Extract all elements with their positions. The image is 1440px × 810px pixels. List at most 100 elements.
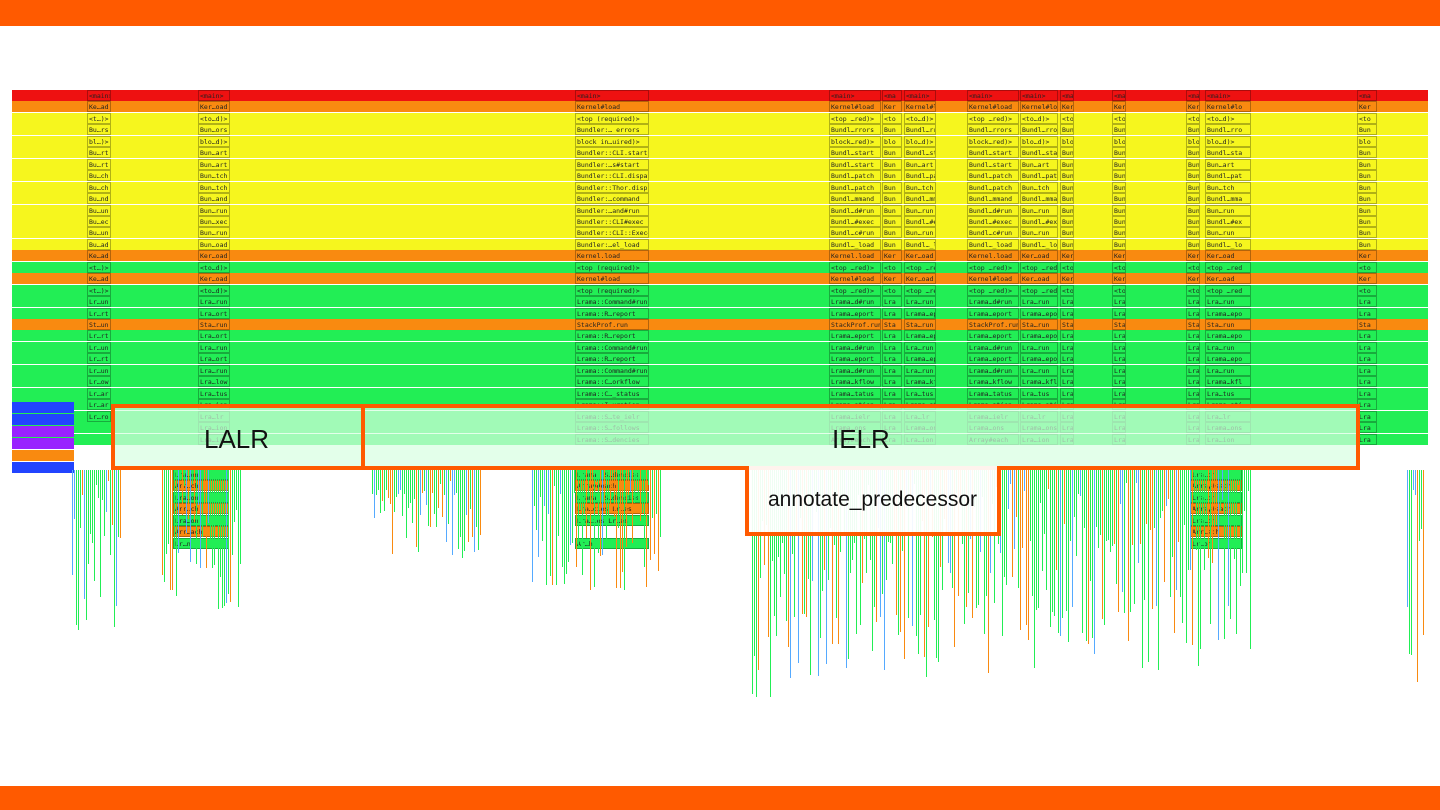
flame-frame: Ker: [1357, 101, 1377, 112]
flame-frame: Bun: [882, 193, 902, 204]
flame-frame: Bu…ec: [87, 216, 111, 227]
flame-frame: Bun: [1112, 205, 1126, 216]
flame-frame: Bun: [1186, 147, 1200, 158]
flame-frame: <to…d)>: [1205, 113, 1251, 124]
flame-frame: <to…d)>: [904, 113, 936, 124]
flame-frame: Bun…tch: [198, 182, 230, 193]
flame-frame: Bun: [1060, 124, 1074, 135]
flame-frame: Ker: [1112, 250, 1126, 261]
flame-frame: Bun…run: [1020, 227, 1058, 238]
flame-frame: Bundler::CLI.dispatch: [575, 170, 649, 181]
flame-frame: Bun: [882, 159, 902, 170]
flame-frame: Bun: [1357, 193, 1377, 204]
flame-frame-strip: [1425, 239, 1428, 250]
flame-frame: Bundl…patch: [967, 170, 1019, 181]
flame-frame: Bun…art: [1020, 159, 1058, 170]
flame-frame: Bundl…#exec: [967, 216, 1019, 227]
flame-frame: Bundl…_load: [967, 239, 1019, 250]
flame-frame: Ker: [1357, 250, 1377, 261]
flame-frame: Bun…run: [904, 227, 936, 238]
flame-frame: Bundl…rro: [1020, 124, 1058, 135]
flame-frame-strip: [1426, 216, 1428, 227]
flame-frame: Bun: [1060, 182, 1074, 193]
flame-frame: Bu…nd: [87, 193, 111, 204]
flame-frame: Ker: [1060, 101, 1074, 112]
flame-frame: Bundler:…and#run: [575, 205, 649, 216]
flame-frame: Bun…ors: [198, 124, 230, 135]
flame-frame: Bun…art: [198, 147, 230, 158]
flame-frame: Bun: [1357, 239, 1377, 250]
flame-frame-strip: [1424, 101, 1428, 112]
flame-frame: Bundl…mmand: [829, 193, 881, 204]
flame-frame: Bu…ch: [87, 170, 111, 181]
flame-frame: Bun…tch: [904, 182, 936, 193]
flame-frame: Ker: [1186, 101, 1200, 112]
flame-frame: Bundler:… errors: [575, 124, 649, 135]
flame-frame: Ker: [882, 101, 902, 112]
flame-frame: Bundl…_lo: [1205, 239, 1251, 250]
flame-frame: Bundl…patch: [829, 170, 881, 181]
flame-frame-strip: [1425, 227, 1428, 238]
flame-frame: <main>: [87, 90, 111, 101]
flame-frame: Bun: [882, 205, 902, 216]
flame-frame: Bun: [1060, 205, 1074, 216]
flame-frame: Kernel#load: [967, 101, 1019, 112]
flame-frame: Bun…tch: [198, 170, 230, 181]
flame-frame: Bundl…start: [967, 159, 1019, 170]
flame-frame: <top …red)>: [967, 113, 1019, 124]
flame-frame: Bundl…#ex: [1020, 216, 1058, 227]
flame-frame: Bu…rs: [87, 124, 111, 135]
flame-frame: <main>: [829, 90, 881, 101]
flame-frame: blo: [1060, 136, 1074, 147]
flame-frame: Bun: [882, 239, 902, 250]
flame-frame: Bun…oad: [198, 239, 230, 250]
flame-frame: Bundl…mma: [1020, 193, 1058, 204]
flame-frame: Bundl…_lo: [1020, 239, 1058, 250]
flame-frame: Bun: [882, 182, 902, 193]
flame-frame: Bun: [1186, 227, 1200, 238]
flame-frame: Bun: [1357, 170, 1377, 181]
top-accent-bar: [0, 0, 1440, 26]
flame-frame: Kernel#lo: [1205, 101, 1251, 112]
flame-frame: Ke…ad: [87, 101, 111, 112]
flame-frame: Ker…oad: [198, 101, 230, 112]
flame-frame: Ker: [882, 250, 902, 261]
flame-frame: <ma: [1060, 90, 1074, 101]
flame-frame: <top …red)>: [829, 113, 881, 124]
flame-frame: block in…uired)>: [575, 136, 649, 147]
flame-frame: <ma: [1186, 90, 1200, 101]
flame-frame: Bundl…patch: [967, 182, 1019, 193]
flame-frame: Bun: [882, 170, 902, 181]
flame-frame: Bundl…#ex: [1205, 216, 1251, 227]
flame-frame: Bundler:…el_load: [575, 239, 649, 250]
flame-frame: Bun: [1186, 124, 1200, 135]
flame-frame: Bundl…start: [967, 147, 1019, 158]
flame-frame: Bun: [1112, 147, 1126, 158]
flame-frame: Bu…ad: [87, 239, 111, 250]
flame-frame: <to…d)>: [198, 113, 230, 124]
flame-frame: Bun: [1186, 239, 1200, 250]
flame-frame: Bun: [1112, 124, 1126, 135]
flame-frame: <to: [882, 113, 902, 124]
flame-frame: Bun: [1357, 205, 1377, 216]
flame-frame: Bun…xec: [198, 216, 230, 227]
flame-frame: Bun: [1357, 182, 1377, 193]
flame-frame-strip: [1426, 159, 1428, 170]
flame-frame: Bundler:…command: [575, 193, 649, 204]
flame-frame-strip: [1423, 170, 1428, 181]
flame-frame: Bundl…pat: [1205, 170, 1251, 181]
flame-frame: blo: [1186, 136, 1200, 147]
flame-frame: <ma: [882, 90, 902, 101]
flame-frame: <t…)>: [87, 113, 111, 124]
flame-frame: Bun…run: [1205, 227, 1251, 238]
flame-frame: Bun…art: [1205, 159, 1251, 170]
flame-frame: Bun…run: [198, 227, 230, 238]
flame-frame: Bu…un: [87, 205, 111, 216]
flame-frame: Bundl…mma: [1205, 193, 1251, 204]
flame-frame: Kernel#lo: [1020, 101, 1058, 112]
flame-frame: Bundler::CLI#exec: [575, 216, 649, 227]
flame-frame: Bun: [1186, 216, 1200, 227]
flame-frame: Ker: [1112, 101, 1126, 112]
flame-frame: Bu…ch: [87, 182, 111, 193]
flame-frame: Bun: [1060, 239, 1074, 250]
